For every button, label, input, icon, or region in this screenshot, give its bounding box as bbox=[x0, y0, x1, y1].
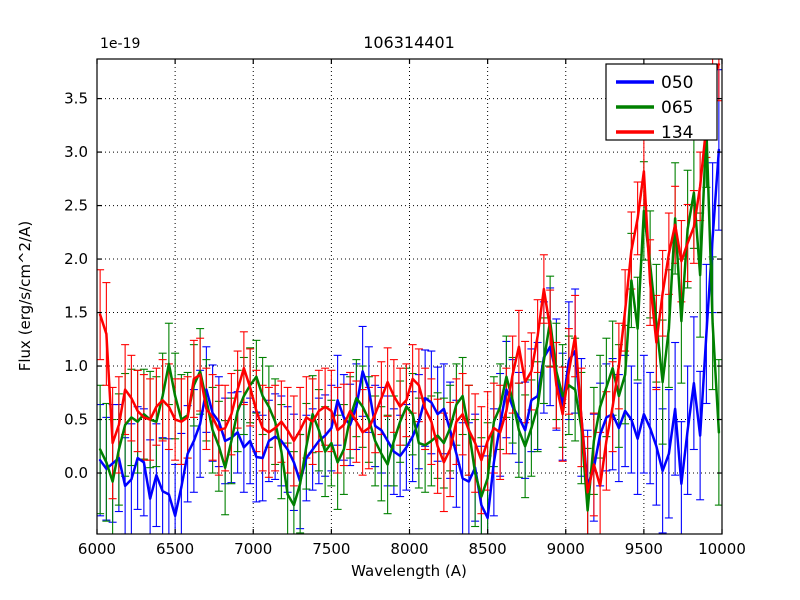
series-lines bbox=[98, 63, 721, 520]
legend-label-134[interactable]: 134 bbox=[661, 123, 693, 143]
y-tick-label: 0.5 bbox=[64, 411, 88, 429]
y-tick-label: 1.0 bbox=[64, 357, 88, 375]
x-tick-label: 10000 bbox=[698, 540, 746, 558]
y-axis-ticks: 0.0 0.5 1.0 1.5 2.0 2.5 3.0 3.5 bbox=[64, 90, 722, 482]
x-tick-label: 8000 bbox=[390, 540, 428, 558]
page-title: 106314401 bbox=[363, 33, 455, 52]
legend[interactable]: 050 065 134 bbox=[605, 63, 718, 143]
y-axis-title: Flux (erg/s/cm^2/A) bbox=[16, 221, 34, 372]
x-tick-label: 6000 bbox=[78, 540, 116, 558]
x-tick-label: 7500 bbox=[312, 540, 350, 558]
x-axis-title: Wavelength (A) bbox=[351, 562, 467, 580]
legend-frame bbox=[605, 63, 718, 141]
y-tick-label: 2.5 bbox=[64, 197, 88, 215]
y-axis-offset-label: 1e-19 bbox=[100, 36, 140, 52]
x-tick-label: 7000 bbox=[234, 540, 272, 558]
y-tick-label: 3.0 bbox=[64, 143, 88, 161]
series-line-050 bbox=[98, 148, 721, 520]
legend-label-065[interactable]: 065 bbox=[661, 98, 693, 118]
x-axis-ticks: 6000 6500 7000 7500 8000 8500 9000 9500 10000 bbox=[78, 59, 746, 558]
y-tick-label: 1.5 bbox=[64, 304, 88, 322]
x-tick-label: 6500 bbox=[156, 540, 194, 558]
y-tick-label: 0.0 bbox=[64, 464, 88, 482]
series-line-134 bbox=[98, 63, 721, 494]
legend-label-050[interactable]: 050 bbox=[661, 73, 693, 93]
x-tick-label: 9000 bbox=[547, 540, 585, 558]
x-tick-label: 8500 bbox=[469, 540, 507, 558]
y-tick-label: 2.0 bbox=[64, 250, 88, 268]
x-tick-label: 9500 bbox=[625, 540, 663, 558]
y-tick-label: 3.5 bbox=[64, 90, 88, 108]
